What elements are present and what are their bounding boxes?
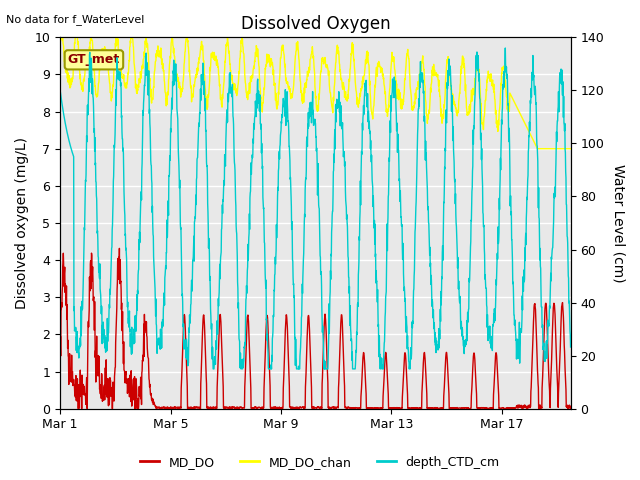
Y-axis label: Water Level (cm): Water Level (cm) [611,164,625,282]
Y-axis label: Dissolved oxygen (mg/L): Dissolved oxygen (mg/L) [15,137,29,309]
Text: No data for f_WaterLevel: No data for f_WaterLevel [6,14,145,25]
Legend: MD_DO, MD_DO_chan, depth_CTD_cm: MD_DO, MD_DO_chan, depth_CTD_cm [135,451,505,474]
Title: Dissolved Oxygen: Dissolved Oxygen [241,15,390,33]
Text: GT_met: GT_met [68,53,120,66]
